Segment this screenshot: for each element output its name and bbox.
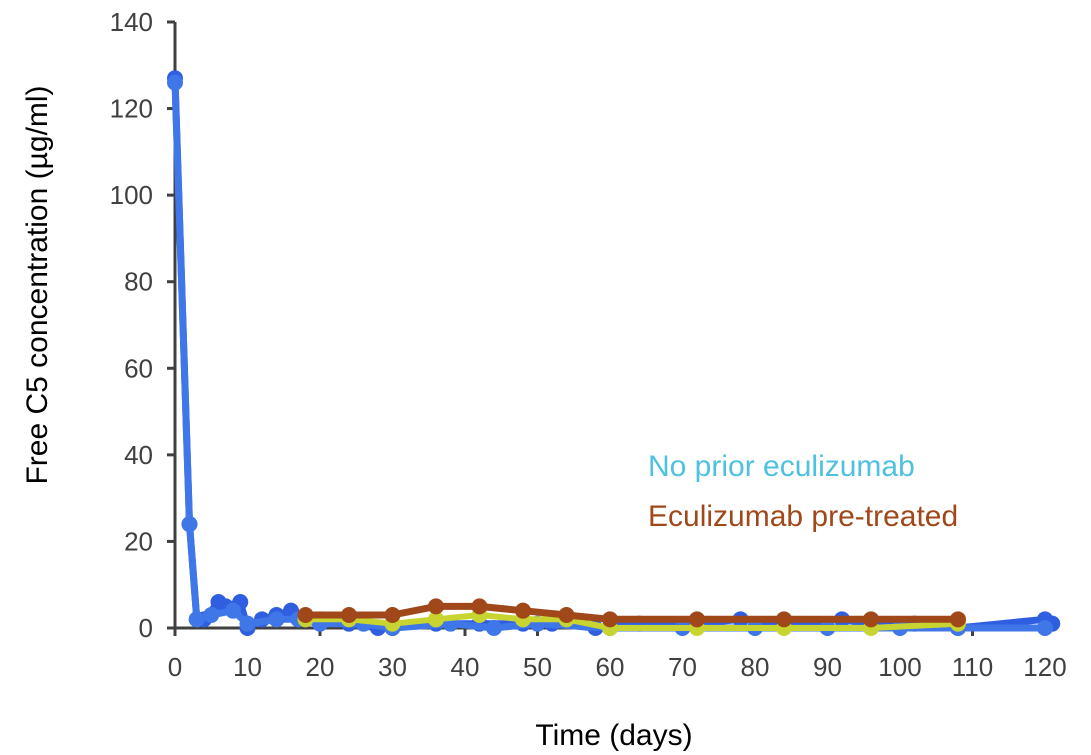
x-tick-label: 120	[1023, 652, 1066, 682]
data-point	[602, 611, 618, 628]
data-point	[486, 620, 502, 636]
x-tick-label: 10	[233, 652, 262, 682]
x-tick-label: 0	[168, 652, 182, 682]
data-point	[863, 611, 879, 628]
data-point	[1037, 620, 1053, 636]
data-point	[203, 607, 220, 624]
data-point	[181, 516, 198, 533]
x-tick-label: 40	[451, 652, 480, 682]
data-point	[689, 611, 705, 628]
legend: No prior eculizumab Eculizumab pre-treat…	[648, 450, 958, 533]
series-line	[171, 74, 1056, 632]
x-tick-label: 90	[813, 652, 842, 682]
legend-entry-no-prior-eculizumab: No prior eculizumab	[648, 450, 915, 483]
x-tick-label: 50	[523, 652, 552, 682]
y-tick-label: 60	[124, 353, 153, 383]
data-point	[268, 611, 285, 628]
y-tick-label: 140	[110, 7, 153, 37]
data-point	[225, 602, 241, 619]
data-point	[384, 607, 401, 624]
x-tick-label: 60	[596, 652, 625, 682]
data-point	[428, 598, 444, 615]
data-point	[428, 611, 444, 628]
x-tick-label: 100	[878, 652, 921, 682]
series-line	[171, 79, 1049, 632]
axes: 0 20 40 60 80 100 120 140 0 10 20 30 40 50 60 70 80 90 100…	[110, 7, 1067, 682]
data-point	[297, 607, 314, 624]
data-point	[950, 611, 966, 628]
series-3	[297, 598, 966, 628]
y-axis-title: Free C5 concentration (µg/ml)	[21, 85, 54, 484]
data-point	[776, 611, 792, 628]
y-tick-label: 100	[110, 180, 153, 210]
x-tick-label: 70	[668, 652, 697, 682]
y-tick-label: 0	[139, 613, 153, 643]
data-point	[515, 602, 531, 619]
data-point	[167, 74, 183, 91]
series-0	[167, 70, 1061, 636]
data-point	[471, 598, 488, 615]
series-layer	[167, 70, 1061, 636]
data-point	[239, 615, 256, 632]
x-tick-label: 110	[952, 652, 993, 682]
data-point	[558, 607, 575, 624]
series-1	[167, 74, 1053, 636]
x-tick-label: 20	[306, 652, 335, 682]
legend-entry-eculizumab-pre-treated: Eculizumab pre-treated	[648, 500, 958, 533]
data-point	[341, 607, 357, 624]
data-point	[188, 611, 205, 628]
y-tick-label: 80	[124, 267, 153, 297]
x-tick-label: 80	[741, 652, 770, 682]
y-tick-label: 120	[110, 94, 153, 124]
y-tick-label: 40	[124, 440, 153, 470]
x-tick-label: 30	[378, 652, 407, 682]
y-tick-label: 20	[124, 526, 153, 556]
series-line	[302, 602, 962, 623]
x-axis-title: Time (days)	[535, 719, 692, 752]
